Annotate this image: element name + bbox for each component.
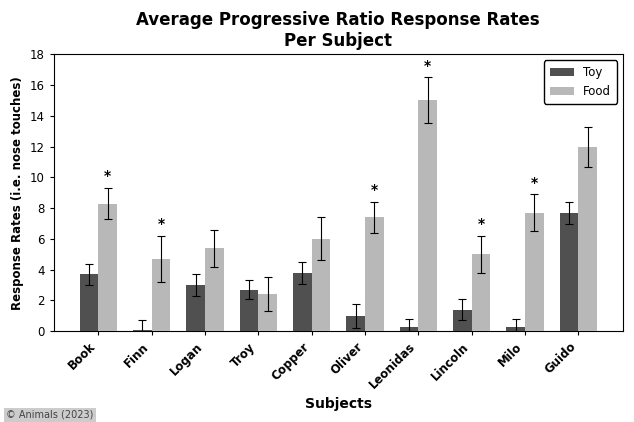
Bar [293, 273, 312, 331]
Bar [152, 259, 171, 331]
Text: *: * [104, 170, 111, 184]
Y-axis label: Response Rates (i.e. nose touches): Response Rates (i.e. nose touches) [11, 76, 24, 310]
Bar [578, 146, 597, 331]
Text: © Animals (2023): © Animals (2023) [6, 410, 94, 420]
Text: *: * [477, 217, 484, 231]
Bar [507, 327, 525, 331]
Bar [418, 100, 437, 331]
Bar [346, 316, 365, 331]
Bar [472, 254, 490, 331]
Bar [399, 327, 418, 331]
Bar [365, 217, 384, 331]
Bar [258, 294, 277, 331]
Legend: Toy, Food: Toy, Food [544, 60, 617, 104]
Text: *: * [531, 176, 538, 189]
Bar [453, 310, 472, 331]
Bar [525, 213, 544, 331]
Bar [133, 330, 152, 331]
Bar [186, 285, 205, 331]
Text: *: * [157, 217, 164, 231]
Text: *: * [424, 59, 431, 73]
X-axis label: Subjects: Subjects [305, 397, 372, 411]
Bar [98, 203, 117, 331]
Text: *: * [371, 183, 378, 197]
Bar [312, 239, 330, 331]
Bar [79, 274, 98, 331]
Bar [240, 289, 258, 331]
Title: Average Progressive Ratio Response Rates
Per Subject: Average Progressive Ratio Response Rates… [136, 11, 540, 50]
Bar [560, 213, 578, 331]
Bar [205, 248, 224, 331]
